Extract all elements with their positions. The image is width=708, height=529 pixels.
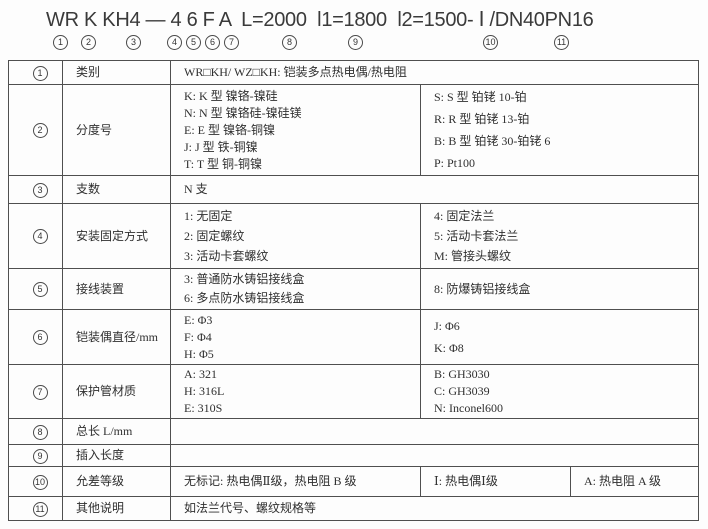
row-label-cell: 其他说明 [62,496,171,521]
row-label-cell: 接线装置 [62,268,171,310]
row-value-cell-right: J: Φ6 K: Φ8 [420,309,699,365]
row-value-cell: 如法兰代号、螺纹规格等 [170,496,699,521]
circled-number: 1 [32,65,48,81]
marker-7-icon: 7 [224,35,239,50]
marker-3-icon: 3 [126,35,141,50]
circled-number: 11 [32,501,48,517]
row-value-cell-2: Ⅰ: 热电偶Ⅰ级 [420,466,571,497]
row-value-cell-left: K: K 型 镍铬-镍硅 N: N 型 镍铬硅-镍硅镁 E: E 型 镍铬-铜镍 J:… [170,84,421,176]
circled-number: 10 [32,474,48,490]
marker-2-icon: 2 [81,35,96,50]
row-number-cell: 2 [8,84,63,176]
row-number-cell: 7 [8,364,63,419]
circled-number: 6 [32,330,48,345]
circled-number: 5 [32,282,48,297]
row-number-cell: 9 [8,444,63,467]
row-label-cell: 保护管材质 [62,364,171,419]
row-value-cell: WR□KH/ WZ□KH: 铠装多点热电偶/热电阻 [170,60,699,85]
row-value-cell-left: A: 321 H: 316L E: 310S [170,364,421,419]
row-number-cell: 3 [8,175,63,204]
circled-number: 7 [32,384,48,400]
marker-10-icon: 10 [483,35,498,50]
table-row-sheath-diameter: 6 铠装偶直径/mm E: Φ3 F: Φ4 H: Φ5 J: Φ6 K: Φ8 [8,309,699,365]
table-row-mounting: 4 安装固定方式 1: 无固定 2: 固定螺纹 3: 活动卡套螺纹 4: 固定法兰 5… [8,203,699,269]
row-number-cell: 5 [8,268,63,310]
table-row-junction-box: 5 接线装置 3: 普通防水铸铝接线盒 6: 多点防水铸铝接线盒 8: 防爆铸铝接… [8,268,699,310]
circled-number: 8 [32,424,48,440]
row-value-cell [170,444,699,467]
row-number-cell: 8 [8,418,63,445]
row-label-cell: 总长 L/mm [62,418,171,445]
row-value-cell-left: 1: 无固定 2: 固定螺纹 3: 活动卡套螺纹 [170,203,421,269]
marker-4-icon: 4 [167,35,182,50]
marker-1-icon: 1 [53,35,68,50]
row-label-cell: 分度号 [62,84,171,176]
circled-number: 3 [32,182,48,198]
table-row-total-length: 8 总长 L/mm [8,418,699,445]
table-row-graduation: 2 分度号 K: K 型 镍铬-镍硅 N: N 型 镍铬硅-镍硅镁 E: E 型 镍… [8,84,699,176]
row-value-cell-left: E: Φ3 F: Φ4 H: Φ5 [170,309,421,365]
marker-6-icon: 6 [205,35,220,50]
row-value-cell-right: B: GH3030 C: GH3039 N: Inconel600 [420,364,699,419]
row-value-cell-left: 3: 普通防水铸铝接线盒 6: 多点防水铸铝接线盒 [170,268,421,310]
table-row-insertion-length: 9 插入长度 [8,444,699,467]
row-label-cell: 允差等级 [62,466,171,497]
row-value-cell: N 支 [170,175,699,204]
row-value-cell-right: 4: 固定法兰 5: 活动卡套法兰 M: 管接头螺纹 [420,203,699,269]
circled-number: 2 [32,123,48,138]
row-label-cell: 支数 [62,175,171,204]
marker-11-icon: 11 [554,35,569,50]
table-row-other-notes: 11 其他说明 如法兰代号、螺纹规格等 [8,496,699,521]
row-value-cell-right: S: S 型 铂铑 10-铂 R: R 型 铂铑 13-铂 B: B 型 铂铑 30… [420,84,699,176]
table-row-tolerance-class: 10 允差等级 无标记: 热电偶Ⅱ级，热电阻 B 级 Ⅰ: 热电偶Ⅰ级 A: 热… [8,466,699,497]
row-number-cell: 11 [8,496,63,521]
row-label-cell: 安装固定方式 [62,203,171,269]
model-code-title: WR K KH4 — 4 6 F A L=2000 l1=1800 l2=150… [46,9,594,31]
marker-8-icon: 8 [282,35,297,50]
row-number-cell: 4 [8,203,63,269]
row-value-cell-3: A: 热电阻 A 级 [570,466,699,497]
row-number-cell: 1 [8,60,63,85]
row-value-cell-right: 8: 防爆铸铝接线盒 [420,268,699,310]
row-value-cell-1: 无标记: 热电偶Ⅱ级，热电阻 B 级 [170,466,421,497]
row-number-cell: 10 [8,466,63,497]
row-number-cell: 6 [8,309,63,365]
marker-9-icon: 9 [348,35,363,50]
table-row-count: 3 支数 N 支 [8,175,699,204]
circled-number: 9 [32,448,48,464]
row-label-cell: 插入长度 [62,444,171,467]
row-label-cell: 类别 [62,60,171,85]
marker-5-icon: 5 [186,35,201,50]
row-value-cell [170,418,699,445]
row-label-cell: 铠装偶直径/mm [62,309,171,365]
ordering-code-table: 1 类别 WR□KH/ WZ□KH: 铠装多点热电偶/热电阻 2 分度号 K: … [8,60,699,521]
table-row-category: 1 类别 WR□KH/ WZ□KH: 铠装多点热电偶/热电阻 [8,60,699,85]
circled-number: 4 [32,229,48,244]
table-row-tube-material: 7 保护管材质 A: 321 H: 316L E: 310S B: GH3030 C:… [8,364,699,419]
